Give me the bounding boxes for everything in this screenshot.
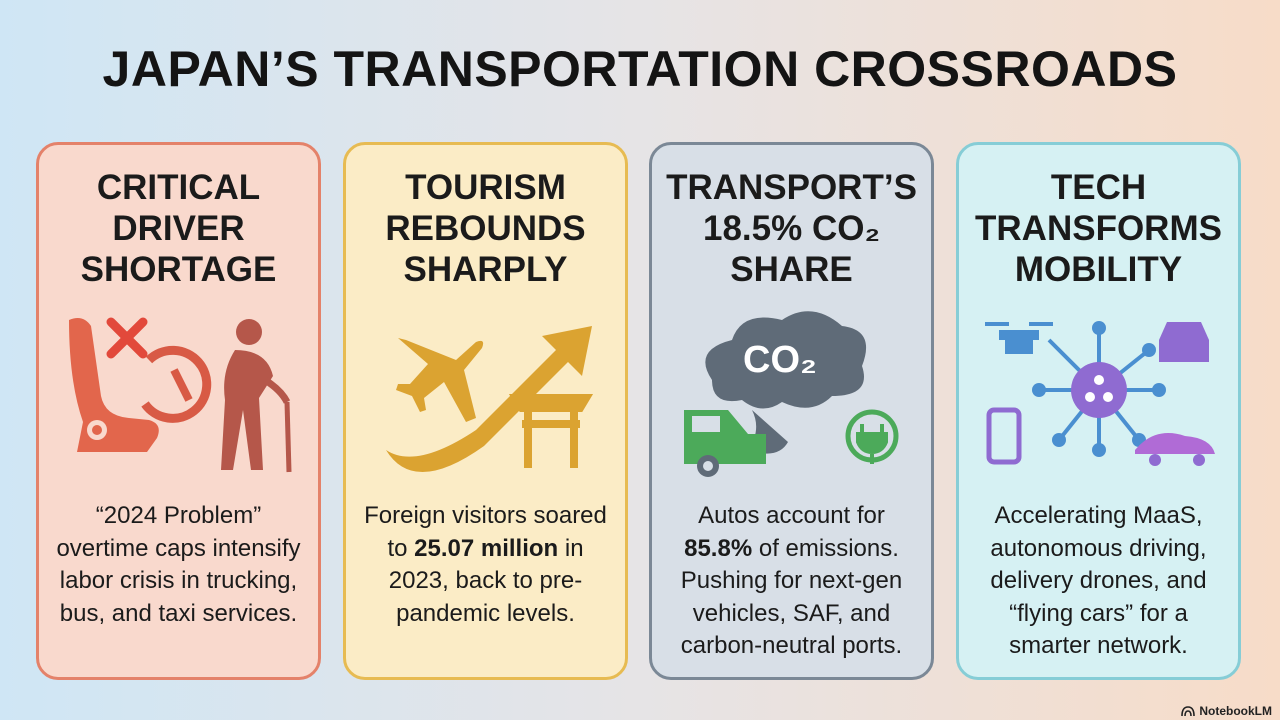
body-text: Foreign visitors soared to [364, 502, 607, 562]
heading-line: 18.5% CO₂ [702, 209, 881, 248]
card: CRITICAL DRIVER SHORTAGE “2024 Problem” ov… [36, 142, 321, 680]
heading-line: SHARE [730, 250, 853, 289]
icon-tourism [386, 326, 594, 473]
body-text: of emissions. Pushing for next-gen vehic… [680, 534, 903, 660]
body-text: 25.07 million [414, 534, 559, 562]
card-heading: TRANSPORT’S 18.5% CO₂ SHARE [652, 167, 931, 290]
card: TRANSPORT’S 18.5% CO₂ SHARE CO₂ Autos acco… [649, 142, 934, 680]
card: TECH TRANSFORMS MOBILITY Accelerating MaaS… [956, 142, 1241, 680]
card-heading: CRITICAL DRIVER SHORTAGE [39, 167, 318, 290]
heading-line: SHORTAGE [80, 250, 277, 289]
brand-logo [1181, 705, 1196, 716]
footer: NotebookLM [1181, 704, 1272, 718]
card-body: Foreign visitors soared to 25.07 million… [358, 500, 613, 630]
card-heading: TOURISM REBOUNDS SHARPLY [346, 167, 625, 290]
page-title: JAPAN’S TRANSPORTATION CROSSROADS [102, 41, 1178, 97]
heading-line: CRITICAL [96, 168, 261, 207]
heading-line: SHARPLY [403, 250, 568, 289]
card-body: Accelerating MaaS, autonomous driving, d… [971, 500, 1226, 663]
heading-line: MOBILITY [1014, 250, 1183, 289]
heading-line: TECH [1050, 168, 1147, 207]
body-text: in 2023, back to pre-pandemic levels. [388, 534, 584, 627]
card-body: “2024 Problem” overtime caps intensify l… [51, 500, 306, 630]
body-text: Autos account for [698, 502, 885, 529]
body-text: 85.8% [684, 534, 753, 562]
body-text: “2024 Problem” overtime caps intensify l… [56, 502, 301, 627]
heading-line: TRANSPORT’S [666, 168, 917, 207]
body-text: Accelerating MaaS, autonomous driving, d… [990, 502, 1207, 659]
heading-line: DRIVER [112, 209, 245, 248]
heading-line: REBOUNDS [385, 209, 586, 248]
icon-driver-shortage [69, 317, 292, 473]
card-heading: TECH TRANSFORMS MOBILITY [959, 167, 1238, 290]
icon-co2: CO₂ [684, 311, 899, 477]
icon-tech [985, 321, 1215, 466]
card-body: Autos account for 85.8% of emissions. Pu… [664, 500, 919, 663]
card: TOURISM REBOUNDS SHARPLY Foreign visitors … [343, 142, 628, 680]
heading-line: TRANSFORMS [975, 209, 1222, 248]
heading-line: TOURISM [405, 168, 566, 207]
icon-label: CO₂ [743, 339, 817, 381]
footer-brand: NotebookLM [1199, 704, 1272, 718]
